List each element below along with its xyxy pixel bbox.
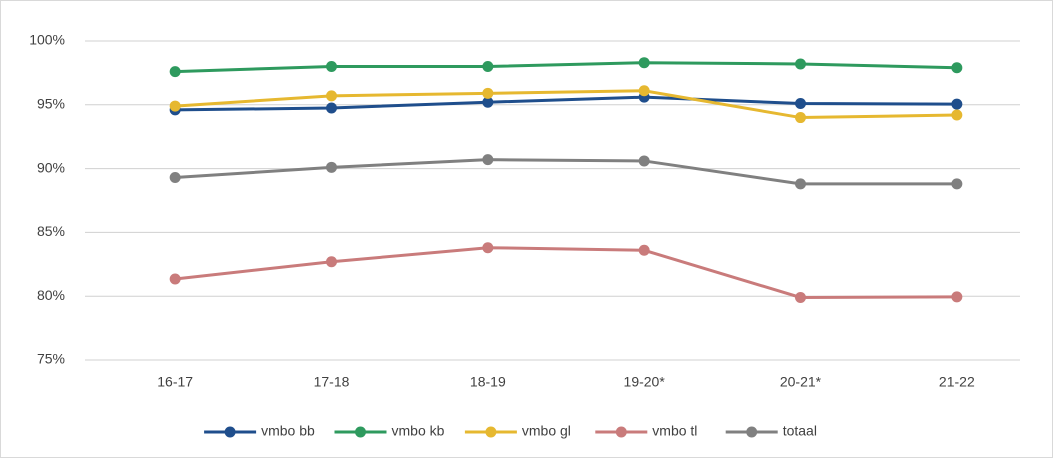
data-point	[951, 291, 963, 303]
data-point	[169, 66, 181, 78]
x-tick-label: 18-19	[470, 374, 506, 390]
data-point	[326, 161, 337, 173]
legend-label: totaal	[783, 423, 817, 439]
legend-marker	[485, 426, 497, 438]
y-tick-label: 100%	[29, 32, 65, 48]
data-point	[482, 96, 494, 108]
data-point	[482, 154, 494, 166]
data-point	[169, 100, 181, 112]
data-point	[795, 112, 806, 124]
y-tick-label: 75%	[37, 351, 65, 367]
legend-marker	[355, 426, 366, 438]
data-point	[326, 90, 337, 102]
data-point	[326, 102, 337, 114]
legend-label: vmbo bb	[261, 423, 315, 439]
legend-marker	[746, 426, 758, 438]
data-point	[951, 109, 963, 121]
legend-marker	[615, 426, 627, 438]
data-point	[326, 61, 337, 73]
legend-marker	[224, 426, 236, 438]
x-tick-label: 21-22	[939, 374, 975, 390]
data-point	[482, 61, 494, 73]
data-point	[169, 273, 181, 285]
data-point	[795, 98, 806, 110]
data-point	[482, 242, 494, 254]
x-tick-label: 16-17	[157, 374, 193, 390]
series-line	[175, 61, 957, 74]
series-line	[175, 95, 957, 112]
legend-label: vmbo kb	[392, 423, 445, 439]
y-tick-label: 85%	[37, 223, 65, 239]
data-point	[638, 85, 650, 97]
series-line	[175, 246, 957, 299]
data-point	[795, 291, 806, 303]
data-point	[638, 155, 650, 167]
x-tick-label: 17-18	[314, 374, 350, 390]
data-point	[795, 178, 806, 190]
legend-label: vmbo gl	[522, 423, 571, 439]
y-tick-label: 80%	[37, 287, 65, 303]
series-line	[175, 89, 957, 120]
data-point	[326, 256, 337, 268]
data-point	[638, 57, 650, 69]
data-point	[795, 58, 806, 70]
y-tick-label: 90%	[37, 159, 65, 175]
data-point	[482, 87, 494, 99]
x-tick-label: 20-21*	[780, 374, 822, 390]
x-tick-label: 19-20*	[624, 374, 666, 390]
data-point	[638, 244, 650, 256]
legend-label: vmbo tl	[652, 423, 697, 439]
data-point	[951, 62, 963, 74]
data-point	[951, 98, 963, 110]
y-tick-label: 95%	[37, 96, 65, 112]
series-line	[175, 158, 957, 186]
data-point	[951, 178, 963, 190]
data-point	[169, 172, 181, 184]
